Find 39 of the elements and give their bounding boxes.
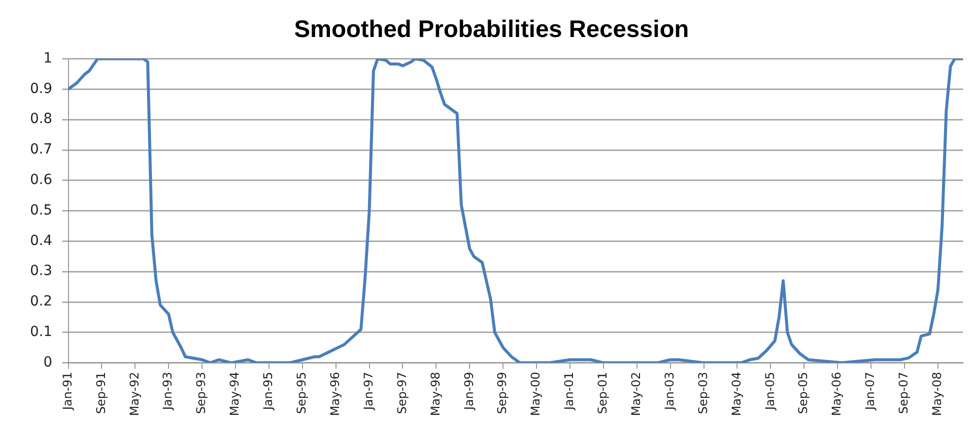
x-tick-label: Sep-93 — [194, 372, 208, 414]
x-tick-label: May-98 — [428, 372, 442, 416]
y-tick-label: 1 — [43, 50, 52, 66]
x-tick-label: Jan-03 — [662, 372, 676, 411]
x-tick-label: Jan-99 — [462, 372, 476, 411]
chart-title: Smoothed Probabilities Recession — [294, 16, 689, 44]
x-tick-label: Sep-99 — [495, 372, 510, 414]
y-tick-label: 0.6 — [30, 172, 52, 188]
y-tick-label: 0.9 — [30, 80, 52, 97]
x-tick-label: May-00 — [528, 372, 543, 416]
y-tick-label: 0.4 — [30, 232, 52, 249]
x-tick-label: May-92 — [127, 372, 142, 416]
y-tick-label: 0.3 — [30, 263, 52, 280]
y-tick-label: 0.1 — [30, 324, 52, 340]
x-tick-label: May-08 — [930, 372, 944, 416]
y-tick-label: 0.2 — [30, 294, 52, 310]
x-tick-label: Jan-07 — [863, 372, 878, 411]
x-tick-label: Sep-07 — [896, 372, 911, 414]
x-tick-label: Jan-95 — [261, 372, 276, 411]
x-tick-label: Sep-97 — [394, 372, 409, 414]
x-tick-label: May-94 — [228, 372, 242, 416]
x-tick-label: Jan-97 — [361, 372, 376, 411]
y-tick-label: 0 — [43, 354, 52, 370]
y-tick-label: 0.5 — [30, 202, 52, 218]
x-tick-label: Sep-95 — [294, 372, 309, 414]
y-tick-label: 0.8 — [30, 111, 52, 128]
y-tick-label: 0.7 — [30, 142, 52, 158]
x-tick-label: Jan-01 — [562, 372, 576, 411]
x-tick-label: Jan-91 — [60, 372, 74, 411]
x-tick-label: Sep-03 — [696, 372, 710, 414]
x-tick-label: May-04 — [729, 372, 744, 416]
x-tick-label: Jan-93 — [160, 372, 175, 411]
x-tick-label: May-06 — [830, 372, 844, 416]
x-tick-label: May-96 — [328, 372, 342, 416]
x-tick-label: Sep-01 — [596, 372, 610, 414]
x-tick-label: Sep-05 — [796, 372, 810, 414]
x-tick-label: Sep-91 — [94, 372, 108, 414]
x-tick-label: May-02 — [629, 372, 644, 416]
x-tick-label: Jan-05 — [762, 372, 777, 411]
